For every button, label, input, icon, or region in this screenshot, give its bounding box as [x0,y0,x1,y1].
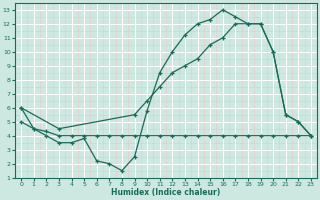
X-axis label: Humidex (Indice chaleur): Humidex (Indice chaleur) [111,188,221,197]
